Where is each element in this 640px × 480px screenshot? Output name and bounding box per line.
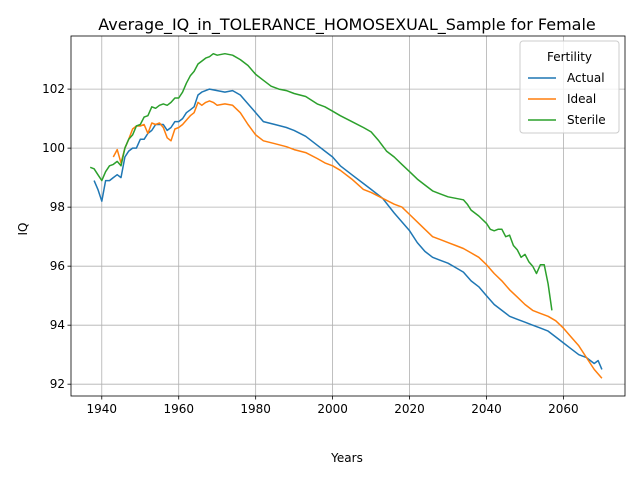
y-tick-label: 92 — [50, 377, 65, 391]
axes-frame — [70, 35, 626, 397]
x-axis-label: Years — [330, 451, 363, 465]
chart-title: Average_IQ_in_TOLERANCE_HOMOSEXUAL_Sampl… — [98, 15, 596, 35]
x-tick-label: 2040 — [471, 402, 502, 416]
y-tick-label: 100 — [42, 141, 65, 155]
y-tick-label: 98 — [50, 200, 65, 214]
y-tick-label: 96 — [50, 259, 65, 273]
y-tick-label: 94 — [50, 318, 65, 332]
axis-ticks: 1940 1960 1980 2000 2020 2040 2060 92 94 96 98 100 1… — [42, 82, 579, 416]
x-tick-label: 2000 — [317, 402, 348, 416]
x-tick-label: 2060 — [548, 402, 579, 416]
x-tick-label: 1980 — [240, 402, 271, 416]
legend-title: Fertility — [547, 50, 592, 64]
x-tick-label: 2020 — [394, 402, 425, 416]
x-tick-label: 1940 — [87, 402, 118, 416]
legend-label-actual: Actual — [567, 71, 605, 85]
legend: Fertility Actual Ideal Sterile — [519, 40, 620, 134]
y-tick-label: 102 — [42, 82, 65, 96]
legend-label-sterile: Sterile — [567, 113, 606, 127]
series-line-sterile — [89, 52, 553, 311]
series-line-actual — [93, 88, 603, 370]
x-tick-label: 1960 — [163, 402, 194, 416]
legend-items: Actual Ideal Sterile — [528, 71, 606, 127]
legend-box — [519, 40, 620, 134]
legend-label-ideal: Ideal — [567, 92, 596, 106]
series-line-ideal — [112, 100, 603, 379]
series-lines — [89, 52, 603, 379]
y-axis-label: IQ — [16, 223, 30, 236]
